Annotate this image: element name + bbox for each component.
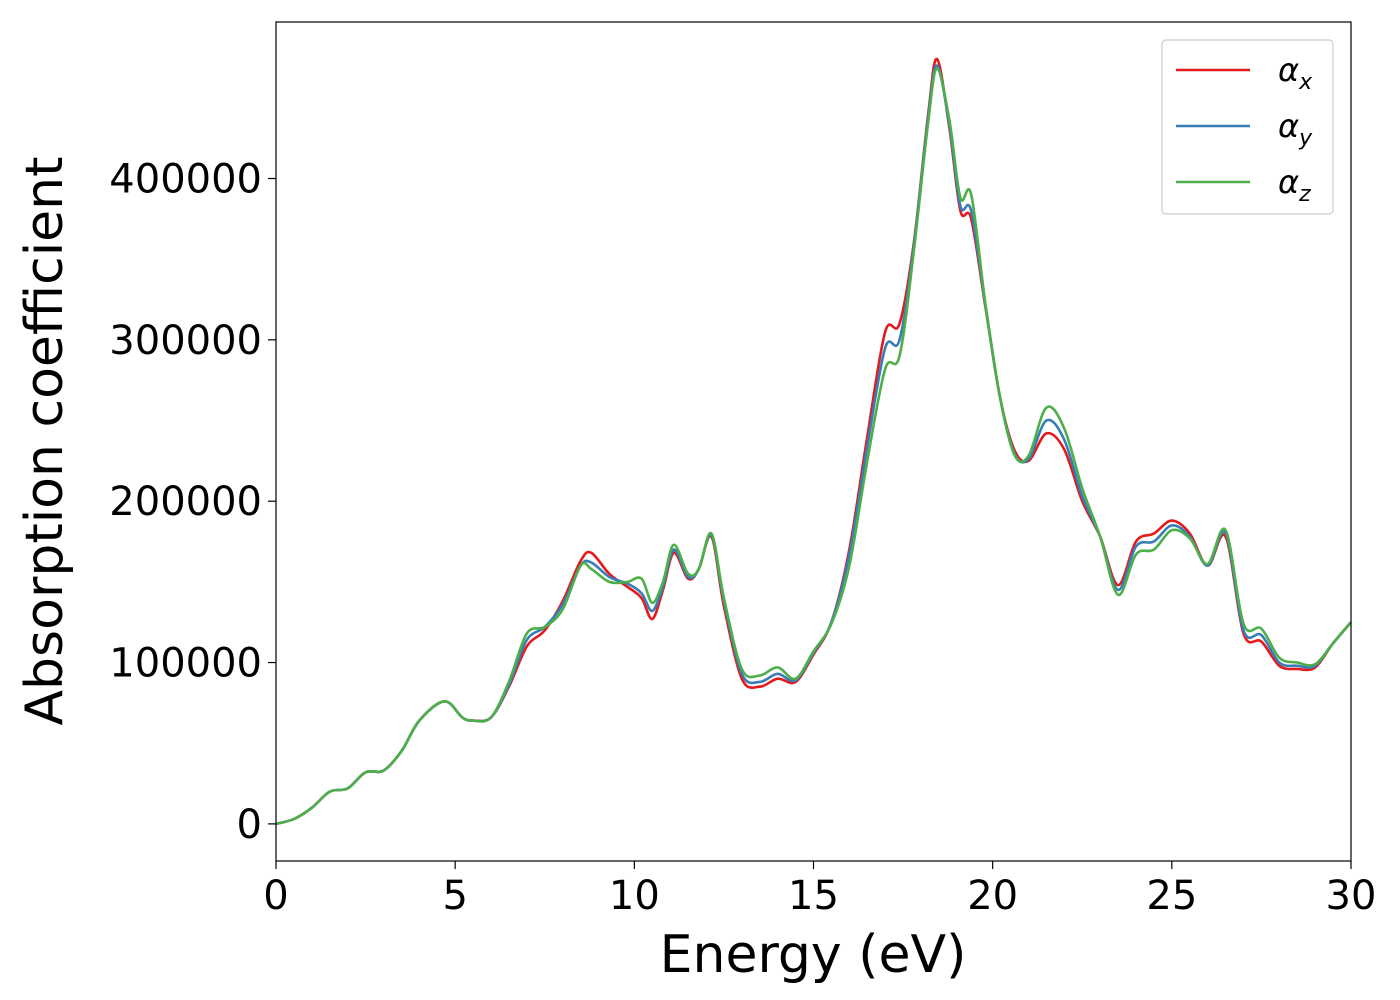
- series-layer: [275, 57, 1352, 826]
- x-tick-label: 5: [442, 873, 467, 919]
- x-axis-label: Energy (eV): [660, 925, 967, 985]
- legend-items: αx αy αz: [1176, 51, 1313, 207]
- x-tick-label: 10: [609, 873, 660, 919]
- legend-label-y: αy: [1278, 107, 1313, 151]
- legend-label-x: αx: [1278, 51, 1313, 95]
- y-tick-label: 300000: [109, 318, 262, 364]
- x-tick-label: 20: [967, 873, 1018, 919]
- y-tick-label: 200000: [109, 479, 262, 525]
- y-axis-label: Absorption coefficient: [15, 156, 75, 725]
- y-tick-label: 400000: [109, 157, 262, 203]
- x-tick-label: 15: [788, 873, 839, 919]
- legend: αx αy αz: [1161, 39, 1334, 215]
- y-tick-label: 0: [237, 802, 262, 848]
- x-tick-label: 30: [1326, 873, 1377, 919]
- x-tick-label: 25: [1146, 873, 1197, 919]
- series-line-z: [275, 67, 1352, 826]
- legend-label-z: αz: [1278, 163, 1311, 207]
- x-tick-label: 0: [263, 873, 288, 919]
- y-tick-label: 100000: [109, 641, 262, 687]
- y-axis-ticks: 0 100000 200000 300000 400000: [109, 157, 276, 848]
- x-axis-ticks: 0 5 10 15 20 25 30: [263, 861, 1376, 919]
